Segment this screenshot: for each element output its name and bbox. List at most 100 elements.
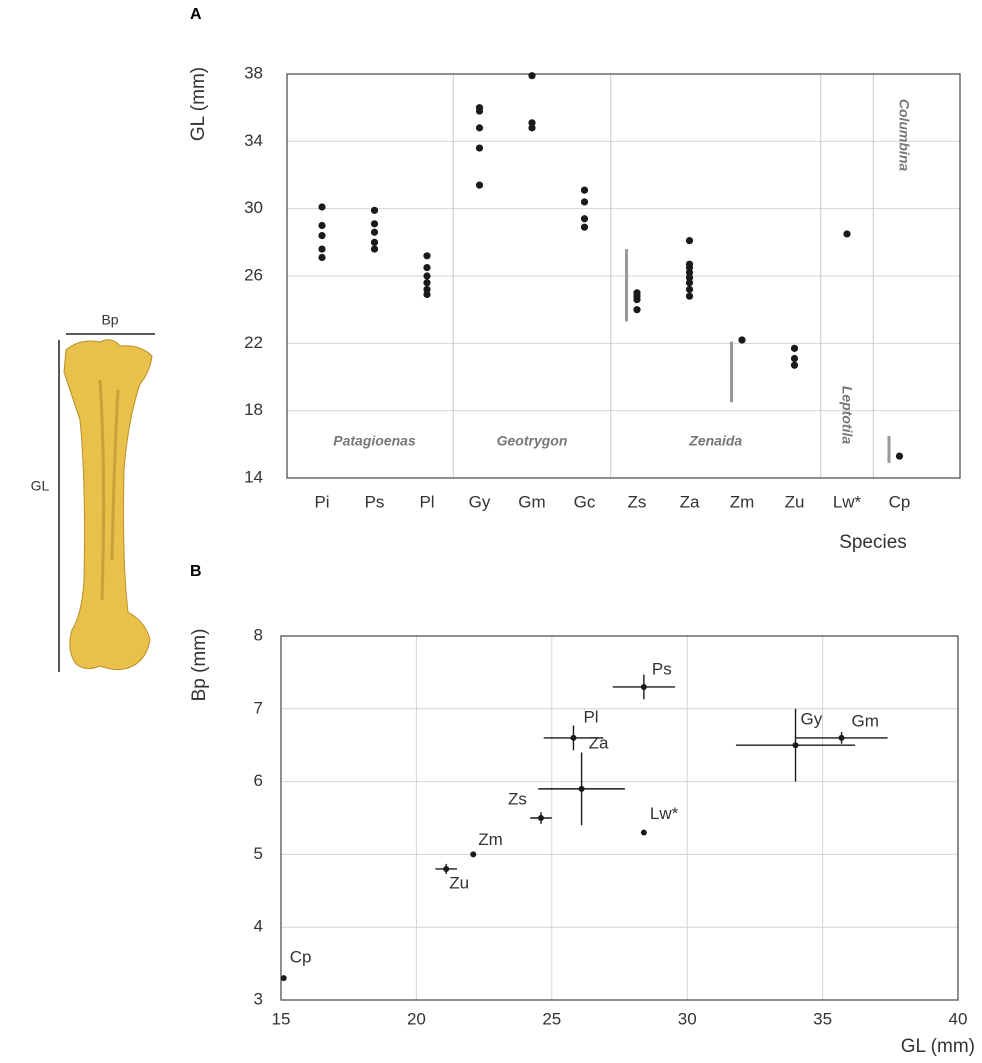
plot-frame: [286, 73, 961, 479]
point: [685, 263, 694, 272]
point: [318, 245, 326, 253]
range-bar: [625, 249, 628, 322]
y-tick-label: 4: [254, 917, 263, 936]
point: [280, 975, 287, 982]
point-label: Pl: [583, 707, 598, 726]
point-label: Gy: [801, 710, 823, 729]
point: [370, 220, 379, 228]
x-axis-title: Species: [839, 532, 907, 553]
point: [370, 206, 379, 214]
point-label: Zm: [478, 830, 503, 849]
x-tick-label: 20: [407, 1009, 426, 1028]
point: [685, 285, 694, 294]
point: [423, 279, 431, 287]
x-tick-label: Zu: [785, 492, 805, 511]
x-tick-label: 40: [949, 1009, 968, 1028]
genus-label: Columbina: [896, 99, 912, 172]
plot-frame: [280, 635, 959, 1001]
x-tick-label: Za: [680, 492, 700, 511]
y-tick-label: 34: [244, 131, 263, 150]
point: [685, 292, 694, 300]
point: [790, 354, 799, 363]
point: [790, 344, 799, 352]
x-tick-label: Gm: [518, 492, 545, 511]
point: [580, 186, 589, 194]
point: [318, 203, 326, 211]
y-tick-label: 18: [244, 400, 263, 419]
bp-label: Bp: [101, 312, 118, 328]
point: [475, 181, 484, 189]
point: [370, 245, 379, 253]
x-tick-label: 35: [813, 1009, 832, 1028]
point-label: Zs: [508, 789, 527, 808]
x-tick-label: Gy: [469, 492, 491, 511]
point-label: Cp: [290, 948, 312, 967]
y-axis-title: Bp (mm): [189, 629, 210, 702]
x-tick-label: Lw*: [833, 492, 862, 511]
x-tick-label: 25: [542, 1009, 561, 1028]
point: [640, 829, 647, 836]
point: [685, 237, 694, 245]
point: [633, 295, 641, 304]
point: [738, 336, 746, 344]
point: [423, 263, 431, 272]
x-tick-label: Zm: [730, 492, 755, 511]
point: [580, 223, 589, 231]
point: [475, 124, 484, 132]
y-tick-label: 5: [254, 844, 263, 863]
x-tick-label: Gc: [574, 492, 596, 511]
point: [370, 238, 379, 246]
point: [580, 215, 589, 223]
genus-label: Patagioenas: [333, 433, 416, 449]
point: [685, 269, 694, 277]
point: [423, 290, 431, 299]
point: [685, 274, 694, 282]
y-tick-label: 22: [244, 333, 263, 352]
point: [895, 452, 904, 460]
genus-label: Leptotila: [839, 386, 855, 445]
point: [528, 124, 536, 132]
point: [318, 253, 326, 262]
panel-label: B: [190, 563, 202, 580]
point: [475, 107, 484, 115]
point: [475, 144, 484, 152]
point: [640, 683, 647, 690]
point: [633, 306, 641, 314]
point: [578, 785, 585, 792]
y-tick-label: 38: [244, 63, 263, 82]
point: [423, 252, 431, 260]
panel-label: A: [190, 6, 202, 23]
point: [318, 221, 326, 230]
point: [528, 119, 536, 127]
point: [838, 734, 845, 741]
range-bar: [730, 341, 733, 403]
x-tick-label: 15: [272, 1009, 291, 1028]
y-axis-title: GL (mm): [188, 67, 209, 141]
y-tick-label: 8: [254, 625, 263, 644]
range-bar: [887, 435, 891, 463]
point: [685, 279, 694, 287]
bone: [63, 339, 153, 671]
point: [370, 228, 379, 236]
y-tick-label: 30: [244, 198, 263, 217]
point: [423, 285, 431, 294]
x-tick-label: Pi: [314, 492, 329, 511]
point-label: Lw*: [650, 804, 679, 823]
point: [470, 851, 477, 858]
point-label: Zu: [449, 873, 469, 892]
point: [423, 272, 431, 280]
genus-label: Geotrygon: [497, 433, 568, 449]
point: [580, 198, 589, 206]
point-label: Ps: [652, 659, 672, 678]
point: [443, 865, 450, 872]
point: [790, 361, 799, 369]
x-tick-label: Zs: [628, 492, 647, 511]
genus-label: Zenaida: [688, 433, 742, 449]
gl-label: GL: [31, 478, 50, 494]
point-label: Gm: [852, 711, 879, 730]
x-tick-label: Pl: [419, 492, 434, 511]
bone-shading: [98, 379, 120, 601]
y-tick-label: 7: [254, 698, 263, 717]
point: [318, 232, 326, 240]
